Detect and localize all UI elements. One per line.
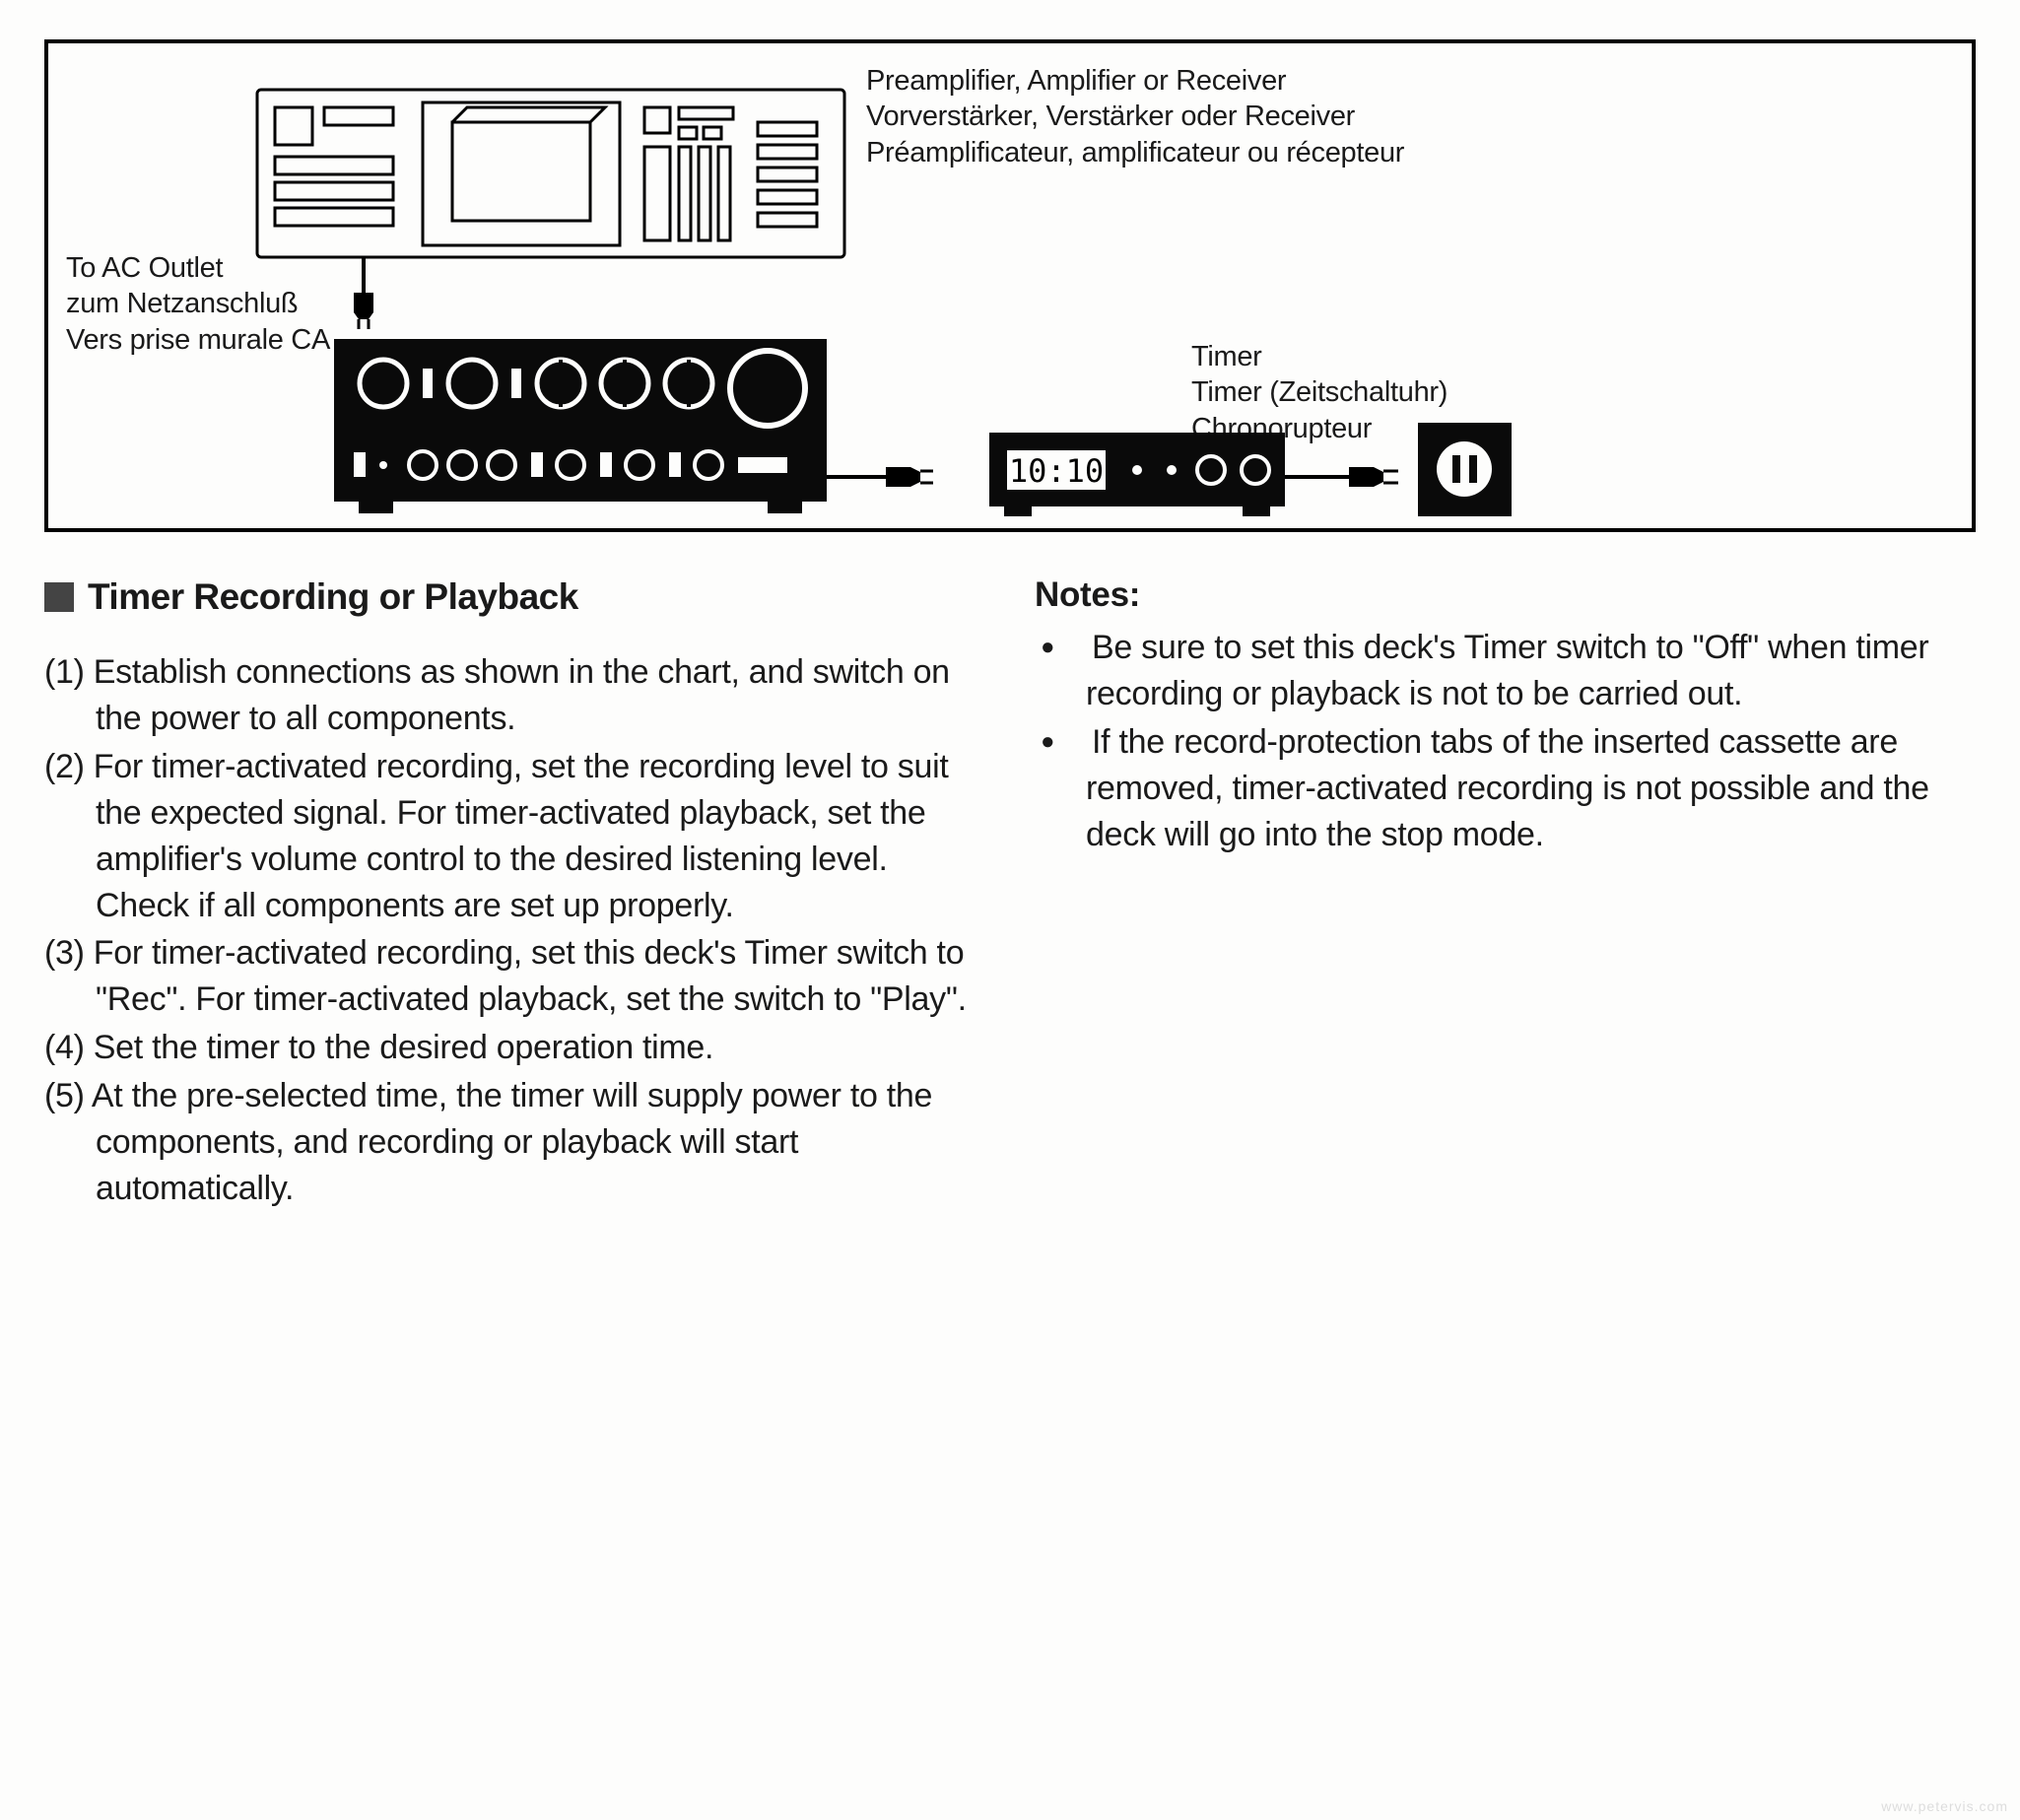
amplifier-label: Preamplifier, Amplifier or Receiver Vorv… [866,63,1404,170]
deck-plug-icon [344,258,393,337]
amplifier-label-en: Preamplifier, Amplifier or Receiver [866,63,1404,99]
left-column: Timer Recording or Playback (1) Establis… [44,572,985,1214]
timer-label-en: Timer [1191,339,1448,374]
section-title-text: Timer Recording or Playback [88,572,578,622]
svg-text:10:10: 10:10 [1009,452,1104,490]
amplifier-icon [334,339,856,516]
text-columns: Timer Recording or Playback (1) Establis… [20,572,2000,1244]
ac-outlet-label: To AC Outlet zum Netzanschluß Vers prise… [66,250,330,358]
manual-page: Preamplifier, Amplifier or Receiver Vorv… [20,39,2000,1244]
timer-plug-icon [1285,457,1403,497]
instruction-item: (5) At the pre-selected time, the timer … [44,1073,985,1212]
wall-outlet-icon [1418,423,1516,521]
ac-outlet-label-fr: Vers prise murale CA [66,322,330,358]
instruction-item: (4) Set the timer to the desired operati… [44,1025,985,1071]
timer-unit-icon: 10:10 [989,433,1295,521]
ac-outlet-label-de: zum Netzanschluß [66,286,330,321]
instruction-item: (2) For timer-activated recording, set t… [44,744,985,929]
amplifier-label-fr: Préamplificateur, amplificateur ou récep… [866,135,1404,170]
connection-diagram: Preamplifier, Amplifier or Receiver Vorv… [44,39,1976,532]
timer-label-de: Timer (Zeitschaltuhr) [1191,374,1448,410]
note-item: Be sure to set this deck's Timer switch … [1035,625,1976,717]
note-item: If the record-protection tabs of the ins… [1035,719,1976,858]
amplifier-label-de: Vorverstärker, Verstärker oder Receiver [866,99,1404,134]
amp-plug-icon [827,457,935,497]
cassette-deck-icon [255,88,846,265]
instruction-list: (1) Establish connections as shown in th… [44,649,985,1212]
notes-list: Be sure to set this deck's Timer switch … [1035,625,1976,858]
timer-label: Timer Timer (Zeitschaltuhr) Chronorupteu… [1191,339,1448,446]
instruction-item: (1) Establish connections as shown in th… [44,649,985,742]
right-column: Notes: Be sure to set this deck's Timer … [1035,572,1976,1214]
instruction-item: (3) For timer-activated recording, set t… [44,930,985,1023]
watermark: www.petervis.com [1881,1798,2008,1814]
notes-title: Notes: [1035,572,1976,619]
square-bullet-icon [44,582,74,612]
section-title: Timer Recording or Playback [44,572,985,622]
